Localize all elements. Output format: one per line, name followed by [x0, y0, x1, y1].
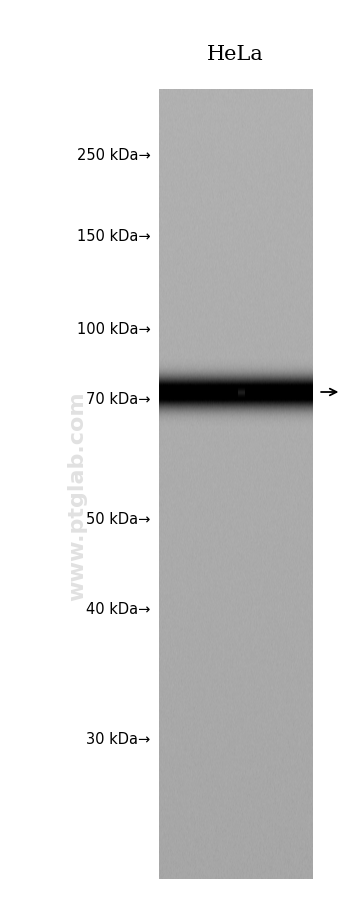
Text: 70 kDa→: 70 kDa→ — [86, 392, 150, 407]
Text: 50 kDa→: 50 kDa→ — [86, 512, 150, 527]
Text: www.ptglab.com: www.ptglab.com — [67, 391, 87, 601]
Text: 250 kDa→: 250 kDa→ — [77, 147, 150, 162]
Text: 150 kDa→: 150 kDa→ — [77, 229, 150, 244]
Text: 40 kDa→: 40 kDa→ — [86, 602, 150, 617]
Text: HeLa: HeLa — [207, 45, 264, 64]
Text: 100 kDa→: 100 kDa→ — [77, 322, 150, 337]
Text: 30 kDa→: 30 kDa→ — [86, 732, 150, 747]
